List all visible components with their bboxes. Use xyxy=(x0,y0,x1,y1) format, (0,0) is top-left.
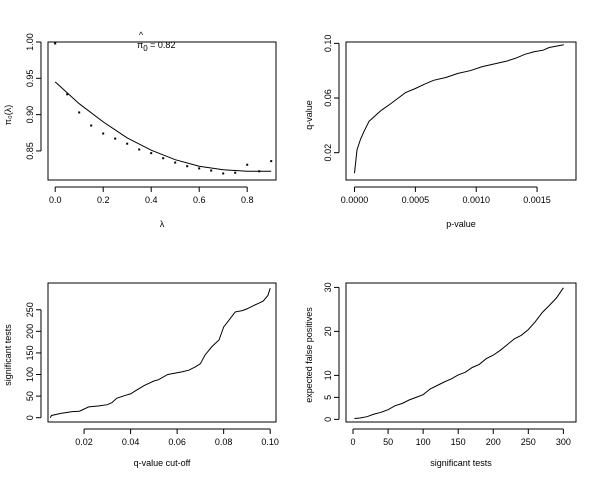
panel-sigq-y-tick-label: 200 xyxy=(25,324,35,339)
panel-efp-y-tick-label: 5 xyxy=(323,395,333,400)
panel-sigq-line xyxy=(49,288,271,418)
panel-efp-series-line xyxy=(354,287,564,419)
panel-qp-ylabel: q-value xyxy=(304,100,314,130)
panel-efp-x-tick-label: 150 xyxy=(451,437,466,447)
panel-sigq-x-tick-label: 0.06 xyxy=(168,437,186,447)
panel-pi0-fit-curve xyxy=(54,81,272,172)
panel-pi0-title-value: = 0.82 xyxy=(148,40,176,50)
panel-sigq-y-tick-label: 0 xyxy=(25,415,35,420)
panel-pi0-frame xyxy=(47,41,277,181)
panel-qp-series-line xyxy=(354,44,564,174)
panel-efp-frame xyxy=(345,282,577,423)
panel-qp-y-tick-label: 0.02 xyxy=(323,144,333,162)
panel-pi0: ^ π0 = 0.82 0.0 0.2 0.4 0.6 0.8 0.85 0.90 0.95 1… xyxy=(3,30,277,229)
panel-efp-ylabel: expected false positives xyxy=(304,307,314,403)
panel-efp: 0 50 100 150 200 250 300 0 5 10 20 30 significant t… xyxy=(304,282,577,468)
panel-qp-x-tick-label: 0.0000 xyxy=(341,195,369,205)
panel-pi0-x-tick-label: 0.4 xyxy=(145,195,158,205)
panel-qp-x-tick-label: 0.0015 xyxy=(523,195,551,205)
panel-efp-y-tick-label: 10 xyxy=(323,370,333,380)
panel-pi0-point xyxy=(270,160,273,163)
panel-pi0-y-tick-label: 1.00 xyxy=(25,33,35,51)
panel-efp-x-tick-label: 250 xyxy=(521,437,536,447)
panel-pi0-title: π0 = 0.82 xyxy=(137,40,175,53)
panel-pi0-point xyxy=(162,157,165,160)
panel-pi0-title-sub: 0 xyxy=(143,44,148,53)
panel-qp: 0.0000 0.0005 0.0010 0.0015 0.02 0.06 0.10 p-v… xyxy=(304,35,577,229)
panel-qp-xlabel: p-value xyxy=(446,219,476,229)
panel-pi0-points xyxy=(54,42,273,175)
panel-sigq-x-tick-label: 0.04 xyxy=(122,437,140,447)
panel-pi0-ticks: 0.0 0.2 0.4 0.6 0.8 0.85 0.90 0.95 1.00 xyxy=(25,33,253,205)
panel-pi0-point xyxy=(234,171,237,174)
panel-pi0-xlabel: λ xyxy=(160,219,165,229)
panel-pi0-point xyxy=(138,148,141,151)
panel-sigq-x-tick-label: 0.08 xyxy=(215,437,233,447)
panel-qp-y-tick-label: 0.06 xyxy=(323,89,333,107)
panel-efp-y-tick-label: 0 xyxy=(323,417,333,422)
panel-sigq-y-tick-label: 100 xyxy=(25,367,35,382)
panel-pi0-y-tick-label: 0.85 xyxy=(25,142,35,160)
panel-pi0-x-tick-label: 0.8 xyxy=(241,195,254,205)
panel-efp-x-tick-label: 50 xyxy=(383,437,393,447)
panel-qp-line xyxy=(354,44,564,174)
panel-pi0-title-hat: ^ xyxy=(139,30,144,40)
panel-sigq-xlabel: q-value cut-off xyxy=(134,458,191,468)
panel-qp-ticks: 0.0000 0.0005 0.0010 0.0015 0.02 0.06 0.10 xyxy=(323,35,551,205)
panel-sigq: 0.02 0.04 0.06 0.08 0.10 0 50 100 150 200 250 q-va… xyxy=(3,282,279,468)
panel-qp-frame xyxy=(345,41,577,181)
panel-pi0-point xyxy=(54,42,57,45)
panel-qp-x-tick-label: 0.0005 xyxy=(402,195,430,205)
panel-sigq-x-tick-label: 0.02 xyxy=(75,437,93,447)
panel-pi0-y-tick-label: 0.95 xyxy=(25,70,35,88)
panel-efp-y-tick-label: 30 xyxy=(323,282,333,292)
panel-efp-y-tick-label: 20 xyxy=(323,326,333,336)
panel-pi0-point xyxy=(90,124,93,127)
panel-sigq-y-tick-label: 150 xyxy=(25,345,35,360)
panel-qp-y-tick-label: 0.10 xyxy=(323,35,333,53)
panel-pi0-point xyxy=(126,142,129,145)
panel-pi0-title-pi: π xyxy=(137,40,143,50)
panel-pi0-point xyxy=(78,111,81,114)
panel-pi0-point xyxy=(102,132,105,135)
panel-pi0-point xyxy=(174,161,177,164)
panel-pi0-point xyxy=(198,167,201,170)
panel-pi0-x-tick-label: 0.0 xyxy=(49,195,62,205)
panel-sigq-x-tick-label: 0.10 xyxy=(261,437,279,447)
panel-sigq-frame xyxy=(47,282,277,423)
panel-pi0-x-tick-label: 0.6 xyxy=(193,195,206,205)
panel-sigq-series-line xyxy=(49,288,271,418)
panel-qp-x-tick-label: 0.0010 xyxy=(462,195,490,205)
panel-pi0-point xyxy=(186,165,189,168)
panel-pi0-point xyxy=(258,170,261,173)
panel-efp-x-tick-label: 200 xyxy=(486,437,501,447)
panel-pi0-point xyxy=(210,169,213,172)
panel-efp-x-tick-label: 300 xyxy=(556,437,571,447)
panel-efp-xlabel: significant tests xyxy=(430,458,492,468)
panel-sigq-y-tick-label: 250 xyxy=(25,302,35,317)
panel-sigq-ylabel: significant tests xyxy=(3,324,13,386)
panel-efp-ticks: 0 50 100 150 200 250 300 0 5 10 20 30 xyxy=(323,282,571,447)
panel-sigq-y-tick-label: 50 xyxy=(25,391,35,401)
panel-pi0-ylabel: π₀(λ) xyxy=(3,105,13,125)
panel-efp-x-tick-label: 0 xyxy=(351,437,356,447)
panel-pi0-point xyxy=(222,172,225,175)
panel-efp-x-tick-label: 100 xyxy=(416,437,431,447)
panel-efp-line xyxy=(354,287,564,419)
panel-pi0-x-tick-label: 0.2 xyxy=(97,195,110,205)
panel-pi0-point xyxy=(246,163,249,166)
panel-pi0-y-tick-label: 0.90 xyxy=(25,106,35,124)
panel-sigq-ticks: 0.02 0.04 0.06 0.08 0.10 0 50 100 150 200 250 xyxy=(25,302,279,447)
panel-pi0-point xyxy=(114,137,117,140)
panel-pi0-point xyxy=(66,93,69,96)
panel-pi0-fit xyxy=(54,81,272,172)
panel-pi0-point xyxy=(150,152,153,155)
